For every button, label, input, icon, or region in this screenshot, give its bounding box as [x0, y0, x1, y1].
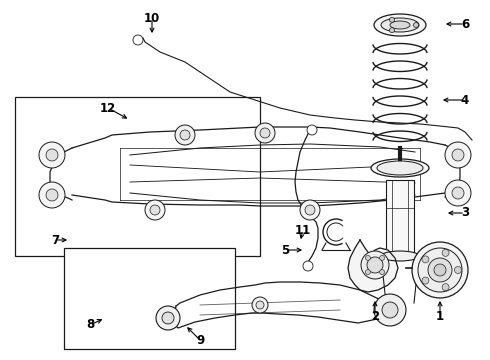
Circle shape [180, 130, 190, 140]
Polygon shape [348, 240, 398, 292]
Bar [386, 180, 414, 255]
Circle shape [452, 187, 464, 199]
Circle shape [414, 22, 418, 27]
Circle shape [46, 149, 58, 161]
Text: 10: 10 [144, 12, 160, 24]
Text: 2: 2 [371, 310, 379, 323]
Circle shape [46, 189, 58, 201]
Ellipse shape [381, 251, 419, 261]
Circle shape [380, 270, 385, 275]
Text: 8: 8 [86, 319, 94, 332]
Bar [64, 248, 235, 349]
Circle shape [305, 205, 315, 215]
Text: 9: 9 [196, 333, 204, 346]
Circle shape [382, 302, 398, 318]
Circle shape [39, 182, 65, 208]
Circle shape [442, 249, 449, 256]
Circle shape [260, 128, 270, 138]
Circle shape [442, 284, 449, 291]
Text: 3: 3 [461, 207, 469, 220]
Text: 11: 11 [295, 224, 311, 237]
Circle shape [374, 294, 406, 326]
Circle shape [361, 251, 389, 279]
Circle shape [156, 306, 180, 330]
Circle shape [162, 312, 174, 324]
Circle shape [175, 125, 195, 145]
Ellipse shape [371, 159, 429, 177]
Circle shape [367, 257, 383, 273]
Text: 4: 4 [461, 94, 469, 107]
Circle shape [452, 149, 464, 161]
Circle shape [256, 301, 264, 309]
Ellipse shape [374, 14, 426, 36]
Circle shape [434, 264, 446, 276]
Circle shape [150, 205, 160, 215]
Circle shape [366, 256, 370, 260]
Circle shape [418, 248, 462, 292]
Text: 7: 7 [51, 234, 59, 247]
Circle shape [422, 256, 429, 263]
Circle shape [380, 256, 385, 260]
Circle shape [428, 258, 452, 282]
Text: 5: 5 [281, 243, 289, 256]
Circle shape [252, 297, 268, 313]
Circle shape [390, 17, 394, 22]
Ellipse shape [390, 21, 410, 29]
Bar [15, 97, 260, 256]
Circle shape [307, 125, 317, 135]
Circle shape [133, 35, 143, 45]
Text: 6: 6 [461, 18, 469, 31]
Circle shape [390, 28, 394, 33]
Circle shape [445, 180, 471, 206]
Circle shape [455, 266, 462, 274]
Circle shape [145, 200, 165, 220]
Ellipse shape [381, 18, 419, 32]
Circle shape [255, 123, 275, 143]
Text: 12: 12 [100, 102, 116, 114]
Circle shape [366, 270, 370, 275]
Circle shape [445, 142, 471, 168]
Circle shape [39, 142, 65, 168]
Text: 1: 1 [436, 310, 444, 323]
Circle shape [300, 200, 320, 220]
Circle shape [303, 261, 313, 271]
Ellipse shape [377, 161, 423, 175]
Circle shape [422, 277, 429, 284]
Circle shape [412, 242, 468, 298]
